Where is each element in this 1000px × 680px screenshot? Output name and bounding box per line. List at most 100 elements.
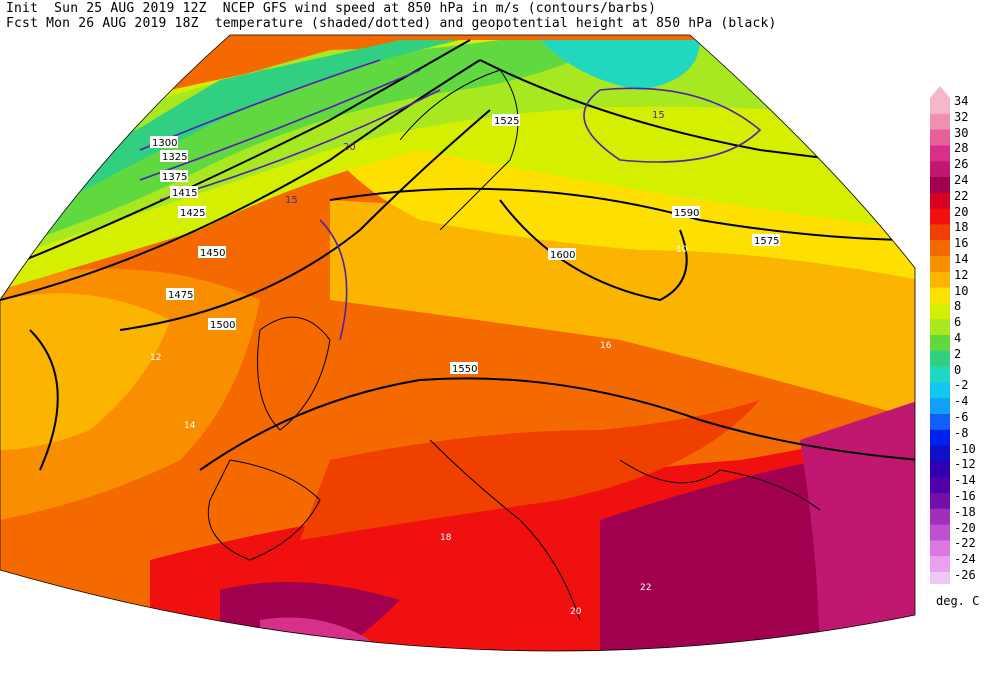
- header-line-forecast: Fcst Mon 26 AUG 2019 18Z temperature (sh…: [6, 16, 777, 31]
- legend-swatch: [930, 366, 950, 383]
- legend-swatch: [930, 350, 950, 368]
- legend-label: 2: [954, 346, 962, 361]
- temp-label: 12: [150, 353, 161, 363]
- temp-label: 10: [676, 245, 688, 255]
- legend-swatch: [930, 335, 950, 352]
- legend-label: 0: [954, 362, 962, 377]
- legend-label: -2: [954, 378, 969, 393]
- height-label: 1450: [200, 248, 225, 259]
- legend-cap-icon: [930, 86, 950, 98]
- height-label: 1375: [162, 172, 187, 183]
- legend-swatch: [930, 556, 950, 573]
- legend-swatch: [930, 398, 950, 415]
- height-label: 1600: [550, 250, 575, 261]
- legend-swatch: [930, 145, 950, 162]
- temp-label: 22: [640, 583, 651, 593]
- legend-label: -20: [954, 520, 976, 535]
- height-label: 1325: [162, 152, 187, 163]
- height-label: 1425: [180, 208, 205, 219]
- temp-label: 18: [440, 533, 452, 543]
- legend-swatch: [930, 271, 950, 289]
- legend-label: -18: [954, 504, 976, 519]
- height-label: 1300: [152, 138, 177, 149]
- legend-label: -22: [954, 536, 976, 551]
- header-line-init: Init Sun 25 AUG 2019 12Z NCEP GFS wind s…: [6, 1, 657, 16]
- weather-map: 1300 1325 1375 1415 1425 1450 1475 1500 …: [0, 34, 916, 652]
- legend-swatch: [930, 224, 950, 241]
- legend-label: 26: [954, 157, 969, 172]
- legend-swatch: [930, 429, 950, 447]
- legend-swatch: [930, 177, 950, 194]
- legend-swatch: [930, 98, 950, 115]
- height-label-group: 1300 1325 1375 1415 1425 1450 1475 1500 …: [150, 114, 780, 375]
- legend-label: -12: [954, 457, 976, 472]
- legend-label: -24: [954, 552, 976, 567]
- temp-field-26: [800, 400, 915, 651]
- legend-label: 30: [954, 125, 969, 140]
- wind-label-group: 15 20 15: [285, 110, 665, 206]
- legend-swatch: [930, 240, 950, 257]
- legend-swatches: [930, 86, 950, 584]
- wind-label: 15: [285, 195, 298, 206]
- legend-swatch: [930, 414, 950, 431]
- legend-swatch: [930, 461, 950, 478]
- map-area: [0, 35, 915, 651]
- legend-label: -14: [954, 473, 976, 488]
- legend-swatch: [930, 129, 950, 146]
- temp-field-18: [300, 400, 760, 540]
- temp-label: 14: [184, 421, 196, 431]
- legend-swatch: [930, 524, 950, 541]
- temp-field-0: [540, 40, 700, 90]
- temp-field-2: [0, 40, 460, 235]
- height-label: 1475: [168, 290, 193, 301]
- legend-label: 10: [954, 283, 969, 298]
- legend-label: 4: [954, 331, 962, 345]
- legend-label: -10: [954, 441, 976, 456]
- wind-label: 20: [343, 142, 356, 153]
- legend-label: -4: [954, 394, 969, 409]
- legend-label: 28: [954, 141, 969, 156]
- legend-label: 6: [954, 315, 962, 330]
- legend-swatch: [930, 540, 950, 557]
- temp-label-group: 10 12 14 16 18 20 22: [150, 245, 688, 617]
- legend-swatch: [930, 113, 950, 131]
- legend-swatch: [930, 287, 950, 304]
- legend-swatch: [930, 161, 950, 178]
- legend-swatch: [930, 445, 950, 462]
- legend-label: -16: [954, 489, 976, 503]
- legend-units: deg. C: [936, 594, 980, 608]
- legend-swatch: [930, 256, 950, 273]
- temp-field-12: [0, 293, 170, 450]
- legend-label: 22: [954, 188, 969, 203]
- legend-swatch: [930, 192, 950, 210]
- legend-label: -6: [954, 410, 969, 424]
- legend-swatch: [930, 572, 950, 584]
- legend-swatch: [930, 208, 950, 225]
- height-contours: [0, 39, 915, 471]
- legend-label: 14: [954, 252, 969, 266]
- legend-label: -26: [954, 568, 976, 582]
- legend-label: 16: [954, 236, 969, 251]
- legend-swatch: [930, 319, 950, 336]
- legend-label: -8: [954, 425, 969, 440]
- legend-label: 12: [954, 267, 969, 282]
- temp-label: 16: [600, 341, 612, 351]
- legend-swatch: [930, 493, 950, 510]
- height-label: 1550: [452, 364, 477, 375]
- map-border: [0, 34, 916, 652]
- legend-swatch: [930, 508, 950, 526]
- coastlines: [207, 69, 821, 621]
- legend-swatch: [930, 382, 950, 399]
- height-label: 1500: [210, 320, 235, 331]
- legend-swatch: [930, 477, 950, 494]
- temp-label: 20: [570, 607, 582, 617]
- legend-swatch: [930, 303, 950, 320]
- height-label: 1525: [494, 116, 519, 127]
- height-label: 1415: [172, 188, 197, 199]
- legend-label: 24: [954, 173, 969, 187]
- height-label: 1575: [754, 236, 779, 247]
- legend-label: 18: [954, 220, 969, 235]
- temperature-legend: [930, 86, 950, 584]
- legend-label: 32: [954, 109, 969, 124]
- wind-label: 15: [652, 110, 665, 121]
